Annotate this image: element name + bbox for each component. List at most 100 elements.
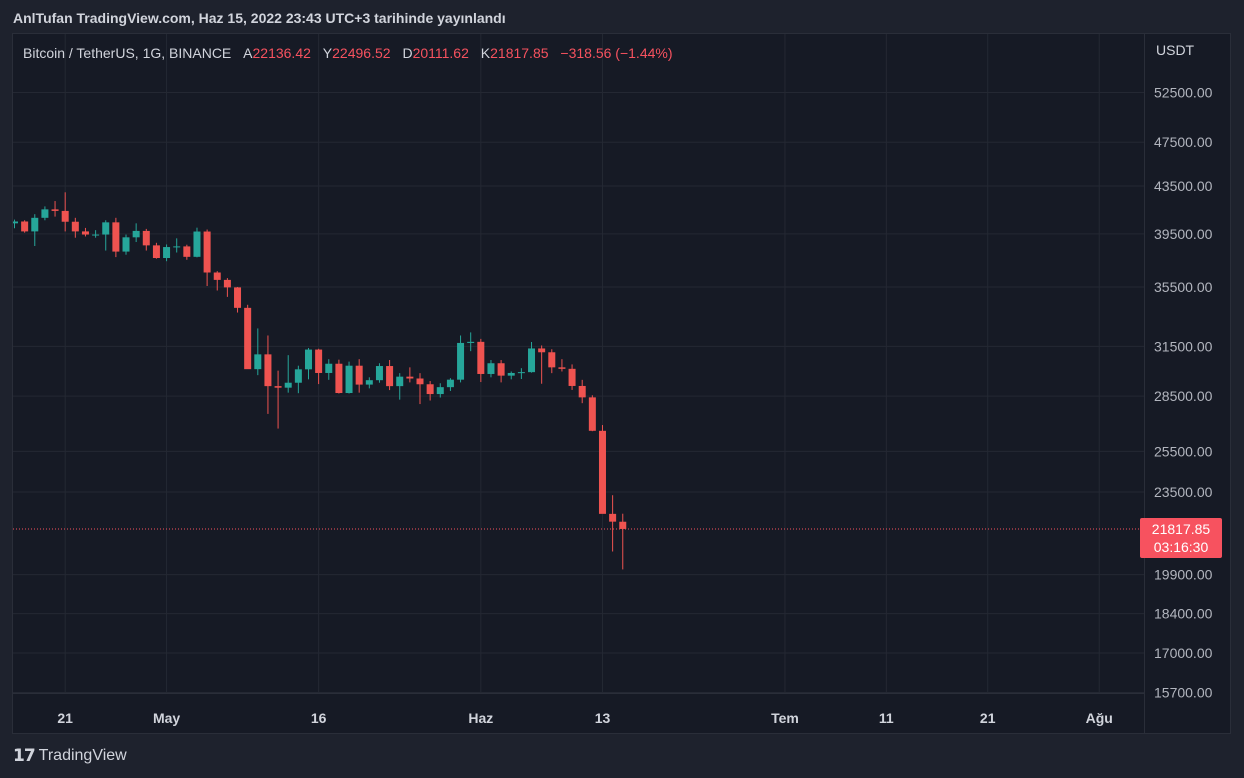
candle-body[interactable]	[264, 354, 272, 387]
candle-body[interactable]	[406, 376, 414, 379]
y-tick-label: 23500.00	[1154, 484, 1213, 500]
candle-body[interactable]	[31, 217, 39, 232]
x-tick-label: 11	[879, 710, 894, 726]
candle-body[interactable]	[609, 513, 617, 522]
x-tick-label: Tem	[771, 710, 799, 726]
candle-body[interactable]	[21, 221, 29, 232]
candle-body[interactable]	[234, 287, 242, 308]
candlestick-chart[interactable]: 52500.00 47500.00 43500.00 39500.00 35500.00…	[13, 34, 1230, 733]
candle-body[interactable]	[538, 348, 546, 353]
x-tick-label: 13	[595, 710, 611, 726]
candle-body[interactable]	[81, 231, 89, 235]
candle-body[interactable]	[102, 222, 110, 235]
candle-body[interactable]	[173, 246, 181, 248]
low-value: 20111.62	[412, 45, 469, 61]
candle-body[interactable]	[517, 372, 525, 374]
candle-body[interactable]	[254, 354, 262, 370]
y-tick-label: 25500.00	[1154, 443, 1213, 459]
candle-body[interactable]	[568, 368, 576, 386]
candle-body[interactable]	[315, 349, 323, 373]
candle-body[interactable]	[203, 231, 211, 273]
bar-countdown: 03:16:30	[1153, 539, 1209, 555]
y-tick-label: 17000.00	[1154, 645, 1213, 661]
candle-body[interactable]	[355, 365, 363, 385]
candle-body[interactable]	[163, 247, 171, 259]
candle-body[interactable]	[274, 386, 282, 388]
candle-body[interactable]	[71, 221, 79, 232]
last-price-tag: 21817.85 03:16:30	[1140, 518, 1222, 558]
x-tick-label: 16	[311, 710, 327, 726]
candle-body[interactable]	[223, 279, 231, 288]
candle-body[interactable]	[396, 376, 404, 387]
x-tick-label: Haz	[468, 710, 493, 726]
candle-body[interactable]	[335, 363, 343, 394]
chart-frame[interactable]: 52500.00 47500.00 43500.00 39500.00 35500.00…	[12, 33, 1231, 734]
candle-body[interactable]	[426, 384, 434, 395]
tradingview-logo-icon: 𝟭𝟳	[13, 746, 36, 765]
high-label: Y	[322, 45, 333, 61]
candle-body[interactable]	[51, 209, 59, 211]
candle-body[interactable]	[244, 307, 252, 370]
candle-body[interactable]	[92, 234, 100, 236]
candle-body[interactable]	[487, 363, 495, 374]
candle-body[interactable]	[365, 380, 373, 385]
publisher-header: AnlTufan TradingView.com, Haz 15, 2022 2…	[13, 10, 506, 26]
candle-body[interactable]	[528, 348, 536, 373]
y-tick-label: 31500.00	[1154, 338, 1213, 354]
y-tick-label: 35500.00	[1154, 279, 1213, 295]
x-tick-label: May	[153, 710, 180, 726]
close-label: K	[480, 45, 491, 61]
open-value: 22136.42	[252, 45, 311, 61]
candle-body[interactable]	[142, 230, 150, 246]
candle-body[interactable]	[446, 379, 454, 388]
symbol-label: Bitcoin / TetherUS, 1G, BINANCE	[23, 45, 232, 61]
y-tick-label: 52500.00	[1154, 85, 1213, 101]
low-label: D	[402, 45, 413, 61]
y-tick-label: 19900.00	[1154, 567, 1213, 583]
brand-name: TradingView	[38, 747, 127, 764]
candle-body[interactable]	[183, 246, 191, 257]
y-tick-label: 28500.00	[1154, 388, 1213, 404]
candle-body[interactable]	[588, 397, 596, 431]
candle-body[interactable]	[386, 366, 394, 387]
candle-body[interactable]	[548, 352, 556, 368]
candle-body[interactable]	[122, 237, 130, 252]
candle-body[interactable]	[152, 245, 160, 259]
candle-body[interactable]	[598, 430, 606, 514]
candle-body[interactable]	[112, 222, 120, 252]
candle-body[interactable]	[13, 221, 18, 224]
candle-body[interactable]	[61, 210, 69, 222]
candle-body[interactable]	[558, 367, 566, 369]
x-tick-label: 21	[57, 710, 73, 726]
currency-label: USDT	[1156, 42, 1195, 58]
candle-body[interactable]	[467, 341, 475, 343]
candle-body[interactable]	[507, 372, 515, 376]
candle-body[interactable]	[284, 382, 292, 388]
y-tick-label: 15700.00	[1154, 685, 1213, 701]
candle-body[interactable]	[41, 209, 49, 218]
change-value: −318.56 (−1.44%)	[560, 45, 673, 61]
candle-body[interactable]	[436, 387, 444, 395]
candle-body[interactable]	[416, 378, 424, 385]
candle-body[interactable]	[132, 230, 140, 238]
open-label: A	[243, 45, 253, 61]
y-tick-label: 18400.00	[1154, 606, 1213, 622]
candle-body[interactable]	[457, 342, 465, 380]
candle-body[interactable]	[325, 363, 333, 373]
candle-body[interactable]	[304, 349, 312, 370]
candle-body[interactable]	[375, 366, 383, 381]
high-value: 22496.52	[332, 45, 391, 61]
x-tick-label: Ağu	[1086, 710, 1113, 726]
candle-body[interactable]	[294, 369, 302, 383]
y-tick-label: 43500.00	[1154, 178, 1213, 194]
candle-body[interactable]	[193, 231, 201, 257]
last-price-value: 21817.85	[1151, 521, 1211, 537]
candle-body[interactable]	[578, 385, 586, 398]
brand-footer[interactable]: 𝟭𝟳 TradingView	[13, 746, 127, 766]
candle-body[interactable]	[477, 341, 485, 374]
candle-body[interactable]	[213, 272, 221, 280]
ohlc-legend: Bitcoin / TetherUS, 1G, BINANCE A22136.4…	[23, 45, 673, 61]
candle-body[interactable]	[497, 363, 505, 376]
candle-body[interactable]	[619, 521, 627, 529]
candle-body[interactable]	[345, 365, 353, 394]
